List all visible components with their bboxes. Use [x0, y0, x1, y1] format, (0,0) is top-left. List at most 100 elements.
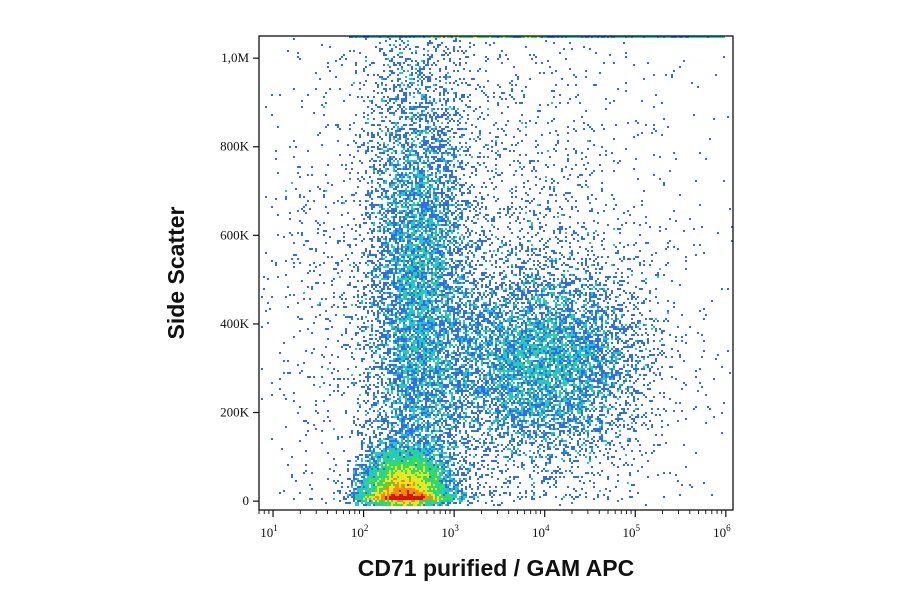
- event-dot: [421, 292, 423, 294]
- event-dot: [473, 222, 475, 224]
- event-dot: [371, 124, 373, 126]
- event-dot: [585, 272, 587, 274]
- event-dot: [343, 100, 345, 102]
- event-dot: [425, 128, 427, 130]
- event-dot: [435, 214, 437, 216]
- event-dot: [387, 168, 389, 170]
- event-dot: [599, 294, 601, 296]
- event-dot: [401, 204, 403, 206]
- event-dot: [471, 290, 473, 292]
- event-dot: [423, 226, 425, 228]
- event-dot: [527, 290, 529, 292]
- event-dot: [375, 190, 377, 192]
- event-dot: [405, 280, 407, 282]
- event-dot: [565, 192, 567, 194]
- event-dot: [435, 282, 437, 284]
- event-dot: [419, 296, 421, 298]
- event-dot: [423, 262, 425, 264]
- event-dot: [385, 164, 387, 166]
- event-dot: [431, 258, 433, 260]
- event-dot: [453, 238, 455, 240]
- event-dot: [533, 298, 535, 300]
- event-dot: [537, 232, 539, 234]
- event-dot: [579, 36, 581, 38]
- event-dot: [369, 272, 371, 274]
- event-dot: [431, 282, 433, 284]
- event-dot: [443, 240, 445, 242]
- event-dot: [419, 36, 421, 38]
- event-dot: [461, 270, 463, 272]
- event-dot: [627, 210, 629, 212]
- event-dot: [397, 282, 399, 284]
- event-dot: [317, 232, 319, 234]
- event-dot: [539, 222, 541, 224]
- event-dot: [527, 200, 529, 202]
- event-dot: [419, 92, 421, 94]
- event-dot: [337, 240, 339, 242]
- event-dot: [555, 262, 557, 264]
- event-dot: [421, 260, 423, 262]
- event-dot: [477, 298, 479, 300]
- event-dot: [515, 252, 517, 254]
- event-dot: [597, 234, 599, 236]
- event-dot: [591, 246, 593, 248]
- event-dot: [417, 250, 419, 252]
- event-dot: [433, 244, 435, 246]
- event-dot: [457, 250, 459, 252]
- event-dot: [431, 278, 433, 280]
- event-dot: [303, 206, 305, 208]
- event-dot: [649, 300, 651, 302]
- event-dot: [539, 254, 541, 256]
- event-dot: [463, 238, 465, 240]
- event-dot: [417, 244, 419, 246]
- event-dot: [491, 234, 493, 236]
- event-dot: [405, 250, 407, 252]
- event-dot: [515, 266, 517, 268]
- event-dot: [559, 252, 561, 254]
- event-dot: [515, 264, 517, 266]
- event-dot: [371, 302, 373, 304]
- event-dot: [379, 144, 381, 146]
- event-dot: [409, 78, 411, 80]
- event-dot: [463, 174, 465, 176]
- event-dot: [421, 170, 423, 172]
- event-dot: [575, 200, 577, 202]
- event-dot: [403, 266, 405, 268]
- event-dot: [393, 272, 395, 274]
- event-dot: [467, 202, 469, 204]
- event-dot: [389, 254, 391, 256]
- event-dot: [353, 200, 355, 202]
- event-dot: [403, 152, 405, 154]
- event-dot: [497, 102, 499, 104]
- event-dot: [391, 132, 393, 134]
- event-dot: [381, 148, 383, 150]
- event-dot: [425, 94, 427, 96]
- event-dot: [587, 280, 589, 282]
- event-dot: [685, 260, 687, 262]
- event-dot: [685, 36, 687, 38]
- event-dot: [439, 212, 441, 214]
- event-dot: [469, 270, 471, 272]
- event-dot: [379, 128, 381, 130]
- event-dot: [507, 298, 509, 300]
- event-dot: [409, 154, 411, 156]
- event-dot: [691, 82, 693, 84]
- event-dot: [523, 218, 525, 220]
- event-dot: [393, 212, 395, 214]
- event-dot: [509, 292, 511, 294]
- event-dot: [383, 266, 385, 268]
- event-dot: [299, 58, 301, 60]
- event-dot: [373, 110, 375, 112]
- event-dot: [379, 270, 381, 272]
- event-dot: [601, 190, 603, 192]
- event-dot: [405, 290, 407, 292]
- event-dot: [553, 280, 555, 282]
- event-dot: [435, 294, 437, 296]
- event-dot: [411, 82, 413, 84]
- event-dot: [559, 94, 561, 96]
- event-dot: [389, 156, 391, 158]
- event-dot: [505, 98, 507, 100]
- event-dot: [583, 128, 585, 130]
- event-dot: [569, 216, 571, 218]
- event-dot: [605, 204, 607, 206]
